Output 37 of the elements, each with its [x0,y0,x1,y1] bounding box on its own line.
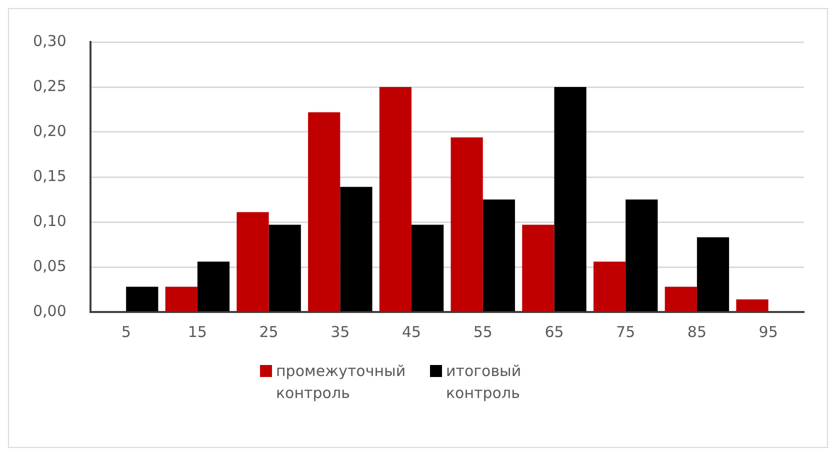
bar [126,286,158,312]
bar [482,200,515,312]
y-tick-label: 0,00 [32,302,66,320]
bar [412,224,444,312]
bar [696,237,730,312]
legend-label: итоговый контроль [446,361,522,404]
x-tick-label: 35 [330,322,350,341]
bar [197,262,230,312]
bar [736,299,768,312]
x-tick-label: 55 [473,322,492,341]
y-tick-label: 0,10 [32,212,66,230]
x-tick-label: 5 [121,322,131,341]
bar [554,87,586,312]
x-tick-label: 85 [687,322,707,341]
bar [379,87,412,312]
x-tick-label: 25 [259,322,278,341]
x-tick-label: 15 [188,322,207,341]
y-tick-label: 0,30 [32,32,66,50]
x-tick-label: 65 [544,322,564,341]
bar [236,212,269,312]
bar [664,286,697,312]
bar [268,224,301,312]
x-tick-label: 45 [402,322,422,341]
bar [450,137,483,312]
legend-label: промежуточный контроль [276,361,406,404]
bar [626,200,658,312]
bar [593,262,626,312]
bar [522,224,554,312]
y-tick-label: 0,20 [32,122,66,140]
x-tick-label: 95 [758,322,778,341]
y-tick-label: 0,25 [32,76,66,95]
bar [165,286,198,312]
y-tick-label: 0,15 [32,166,66,185]
bar [308,112,340,312]
y-tick-label: 0,05 [32,256,66,275]
bar [340,186,372,312]
x-tick-label: 75 [616,322,636,341]
